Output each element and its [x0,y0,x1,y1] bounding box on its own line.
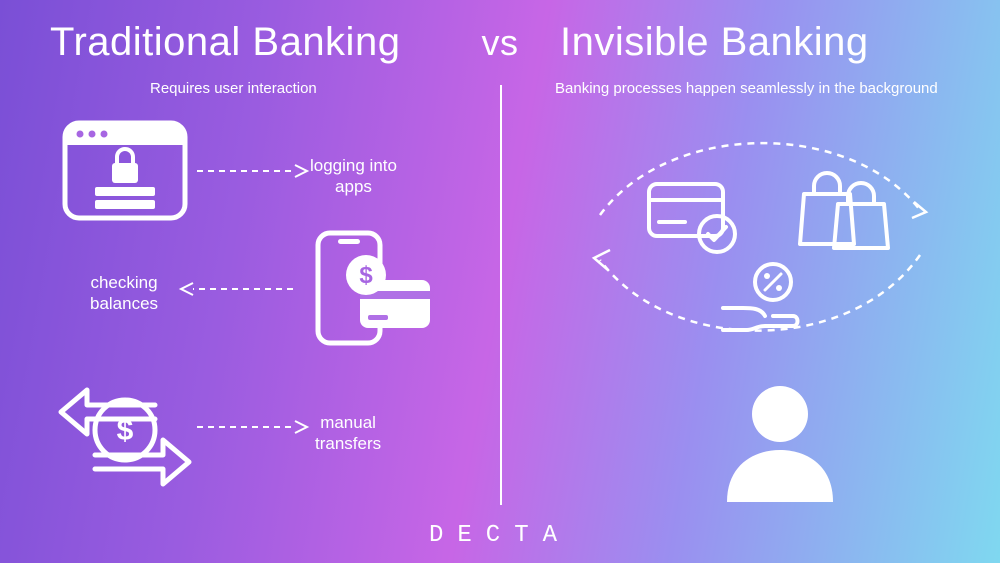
title-right: Invisible Banking [560,20,869,65]
arrow-3 [195,418,310,436]
transfer-icon: $ [55,370,195,490]
svg-text:$: $ [359,262,373,289]
arrow-2 [175,280,295,298]
brand-logo: DECTA [429,522,571,549]
phone-card-icon: $ [300,225,440,350]
label-checking: checkingbalances [90,272,158,315]
center-divider [500,85,502,505]
subtitle-right: Banking processes happen seamlessly in t… [555,80,938,97]
label-logging-in: logging intoapps [310,155,397,198]
title-left: Traditional Banking [50,20,400,65]
title-vs: vs [482,22,519,64]
hand-percent-icon [715,258,815,343]
person-icon [715,380,845,505]
subtitle-left: Requires user interaction [150,80,317,97]
label-transfers: manualtransfers [315,412,381,455]
app-login-icon [60,115,190,225]
infographic-stage: Traditional Banking vs Invisible Banking… [0,0,1000,563]
arrow-1 [195,162,310,180]
shopping-bags-icon [790,160,900,255]
card-check-icon [645,178,745,258]
